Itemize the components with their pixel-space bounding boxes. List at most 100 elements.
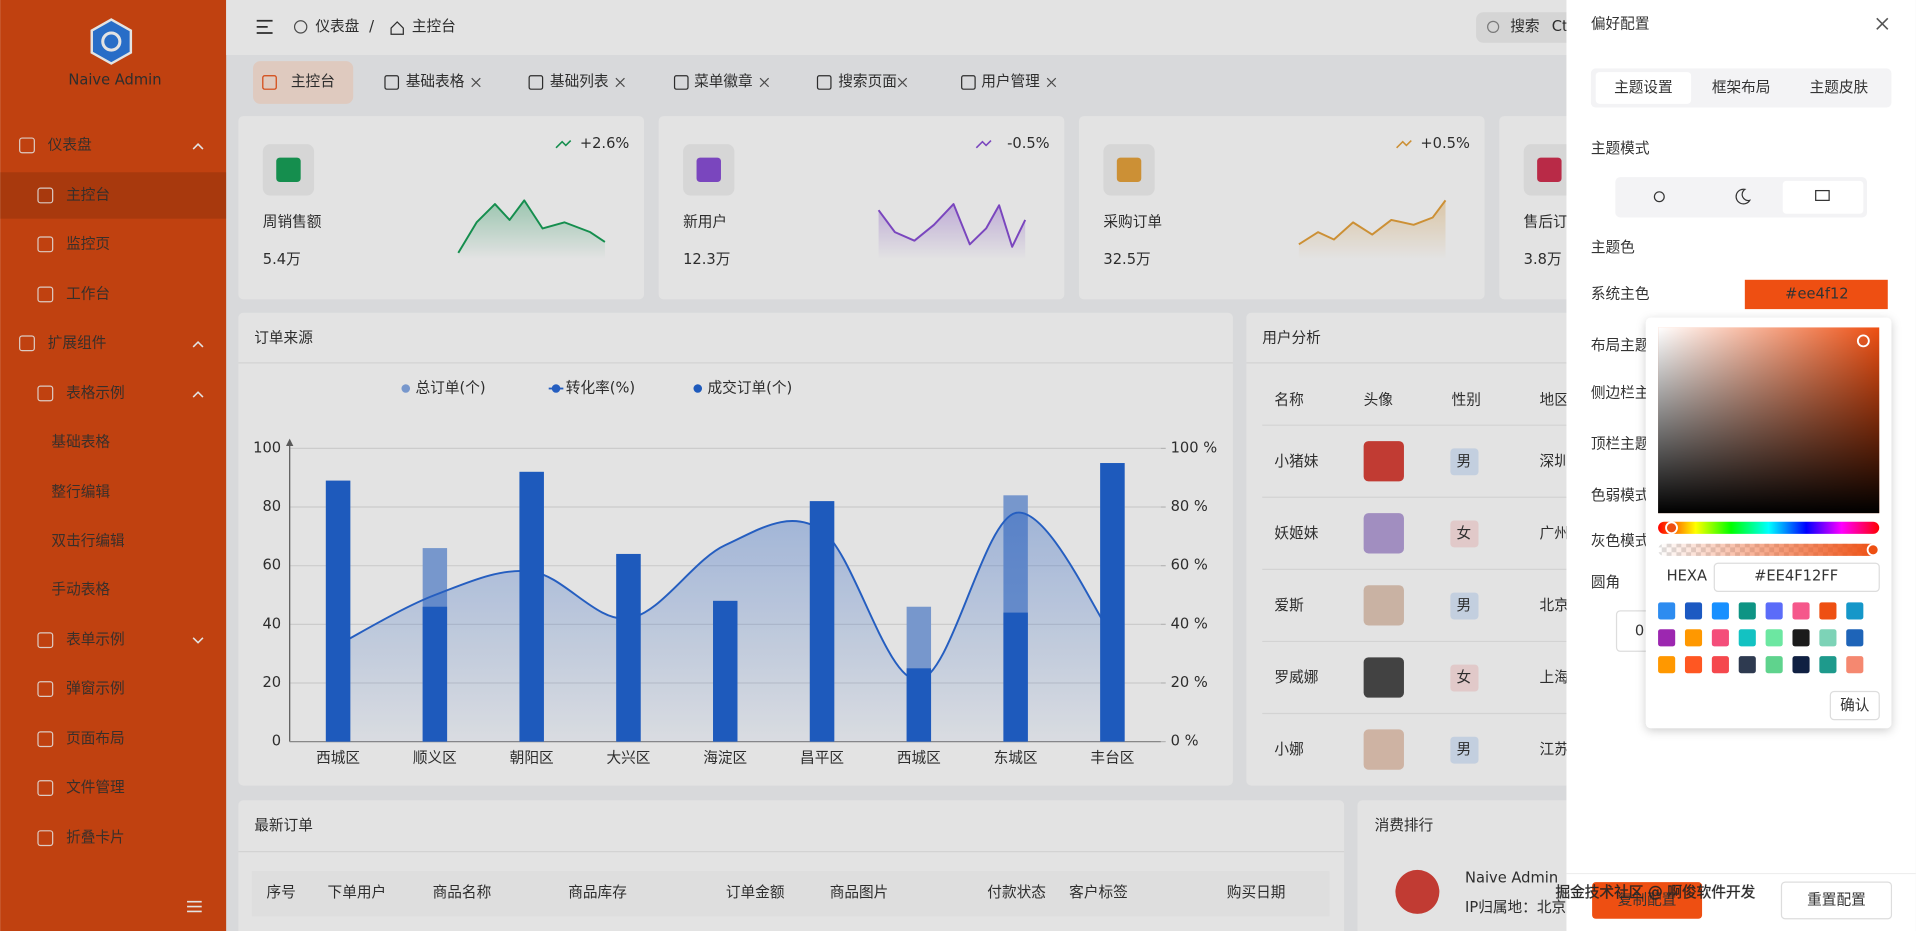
- setting-label: 系统主色: [1591, 285, 1650, 302]
- column-header: 名称: [1274, 392, 1304, 409]
- tab-close[interactable]: [471, 77, 481, 88]
- setting-label: 色弱模式: [1591, 487, 1650, 504]
- menu-item[interactable]: 基础表格: [51, 433, 110, 450]
- sv-handle: [1856, 334, 1870, 348]
- segment[interactable]: 主题皮肤: [1810, 79, 1869, 96]
- color-button[interactable]: [1744, 279, 1888, 310]
- y2-tick-label: 80 %: [1171, 498, 1208, 515]
- mode-dark[interactable]: [1735, 188, 1752, 205]
- hex-input[interactable]: [1713, 562, 1880, 592]
- swatch[interactable]: [1658, 656, 1676, 674]
- swatch[interactable]: [1658, 602, 1676, 620]
- gender-badge: [1450, 736, 1479, 764]
- swatch[interactable]: [1738, 629, 1756, 647]
- swatch[interactable]: [1792, 656, 1810, 674]
- tab[interactable]: 主控台: [291, 73, 335, 90]
- menu-item[interactable]: 仪表盘: [48, 135, 92, 153]
- swatch[interactable]: [1819, 656, 1837, 674]
- y-tick-label: 0: [272, 733, 281, 750]
- sv-black: [1658, 327, 1880, 514]
- swatch[interactable]: [1846, 602, 1864, 620]
- menu-item[interactable]: 折叠卡片: [66, 829, 125, 846]
- gender: 男: [1456, 597, 1471, 614]
- confirm-button[interactable]: [1829, 690, 1880, 721]
- swatch[interactable]: [1711, 656, 1729, 674]
- mode-active: [1782, 180, 1864, 214]
- menu-toggle[interactable]: [256, 19, 273, 34]
- menu-chevron: [192, 391, 204, 398]
- tab-close[interactable]: [897, 77, 908, 88]
- swatch[interactable]: [1765, 656, 1783, 674]
- tab-icon: [961, 75, 976, 90]
- segment[interactable]: 框架布局: [1712, 79, 1771, 96]
- x-tick-label: 海淀区: [703, 750, 747, 767]
- menu-item[interactable]: 表单示例: [66, 631, 125, 648]
- bar: [519, 471, 544, 742]
- menu-item[interactable]: 页面布局: [66, 730, 125, 747]
- tab[interactable]: 用户管理: [981, 73, 1040, 90]
- menu-item[interactable]: 双击行编辑: [51, 532, 125, 549]
- swatch[interactable]: [1765, 602, 1783, 620]
- hue-slider[interactable]: [1658, 521, 1880, 534]
- menu-icon: [37, 632, 54, 649]
- menu-item[interactable]: 弹窗示例: [66, 679, 125, 697]
- menu-item[interactable]: 表格示例: [66, 384, 125, 401]
- tab[interactable]: 基础列表: [550, 73, 609, 90]
- gender-badge: [1450, 592, 1479, 620]
- gender-badge: [1450, 448, 1479, 476]
- tab-close[interactable]: [759, 77, 770, 88]
- mode-light[interactable]: [1653, 191, 1665, 203]
- breadcrumb[interactable]: 仪表盘: [315, 17, 359, 35]
- tab[interactable]: 菜单徽章: [694, 72, 753, 90]
- menu-item[interactable]: 文件管理: [66, 779, 125, 796]
- tab-icon: [528, 75, 544, 90]
- tab[interactable]: 搜索页面: [838, 73, 897, 90]
- drawer-close[interactable]: [1876, 17, 1889, 30]
- swatch[interactable]: [1658, 629, 1676, 647]
- swatch[interactable]: [1711, 602, 1729, 620]
- tab-close[interactable]: [615, 77, 625, 88]
- search-icon: [1487, 20, 1500, 33]
- swatch[interactable]: [1684, 629, 1703, 647]
- legend-label: 成交订单(个): [708, 379, 793, 397]
- hue-handle: [1665, 521, 1678, 535]
- copy-button[interactable]: [1592, 882, 1703, 919]
- menu-item[interactable]: 工作台: [66, 285, 110, 302]
- stat-title: 新用户: [683, 213, 727, 230]
- swatch[interactable]: [1819, 602, 1837, 620]
- segment[interactable]: 主题设置: [1614, 79, 1673, 96]
- tab[interactable]: 基础表格: [406, 73, 465, 90]
- color-value: #ee4f12: [1785, 285, 1848, 302]
- bar: [1100, 463, 1125, 742]
- swatch[interactable]: [1684, 656, 1703, 674]
- swatch[interactable]: [1738, 656, 1756, 674]
- menu-item[interactable]: 整行编辑: [51, 483, 110, 500]
- menu-item[interactable]: 手动表格: [51, 581, 110, 598]
- swatch[interactable]: [1792, 602, 1810, 620]
- mode-system[interactable]: [1815, 189, 1830, 201]
- region: 深圳: [1540, 453, 1569, 470]
- menu-item[interactable]: 主控台: [66, 186, 110, 203]
- alpha-slider[interactable]: [1658, 543, 1880, 556]
- collapse-icon[interactable]: [187, 900, 202, 913]
- swatch[interactable]: [1819, 629, 1837, 647]
- swatch[interactable]: [1846, 629, 1864, 647]
- swatch[interactable]: [1792, 629, 1810, 647]
- y2-tick-label: 40 %: [1171, 615, 1208, 632]
- swatch[interactable]: [1846, 656, 1864, 674]
- swatch[interactable]: [1738, 602, 1756, 620]
- sparkline-area: [1298, 200, 1446, 260]
- swatch[interactable]: [1711, 629, 1729, 647]
- setting-label: 灰色模式: [1591, 532, 1650, 549]
- stat-value: 5.4万: [263, 251, 301, 268]
- swatch[interactable]: [1684, 602, 1703, 620]
- menu-icon: [37, 187, 54, 204]
- column-header: 商品库存: [568, 884, 627, 901]
- menu-item[interactable]: 扩展组件: [48, 334, 107, 351]
- tab-close[interactable]: [1046, 77, 1057, 88]
- crumb-home: [390, 21, 404, 35]
- menu-item[interactable]: 监控页: [66, 235, 110, 252]
- reset-button[interactable]: [1780, 881, 1893, 920]
- swatch[interactable]: [1765, 629, 1783, 647]
